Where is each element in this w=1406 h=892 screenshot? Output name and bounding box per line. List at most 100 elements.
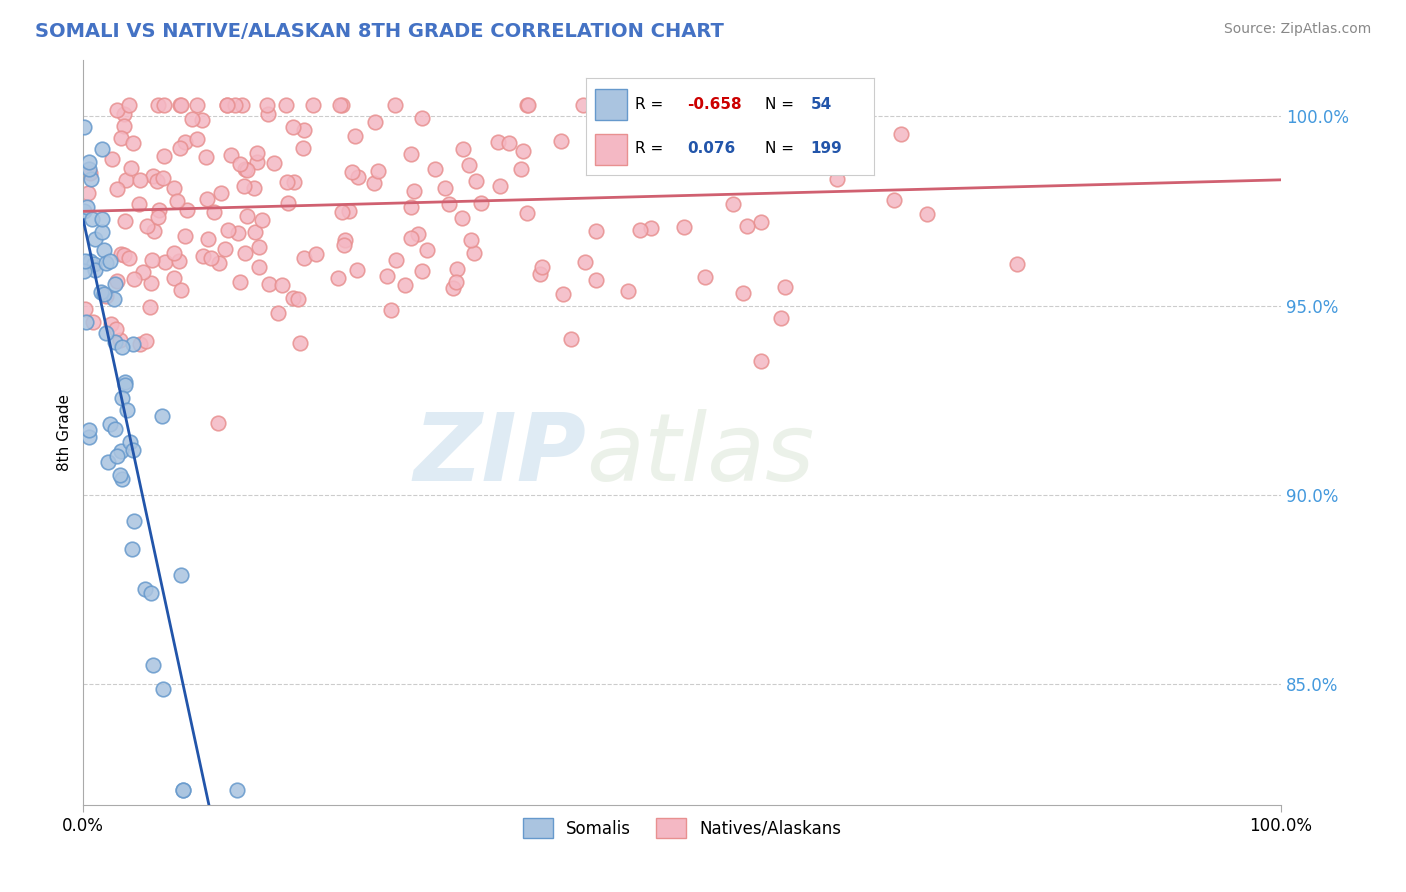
Point — [1005, 257, 1028, 271]
Point — [207, 416, 229, 430]
Point — [142, 658, 165, 673]
Point — [110, 131, 132, 145]
Point — [215, 98, 238, 112]
Point — [553, 287, 575, 301]
Point — [628, 223, 651, 237]
Point — [115, 173, 138, 187]
Point — [162, 180, 184, 194]
Point — [411, 264, 433, 278]
Point — [550, 135, 572, 149]
Point — [825, 171, 848, 186]
Point — [77, 423, 100, 437]
Point — [94, 256, 117, 270]
Point — [105, 181, 128, 195]
Point — [100, 153, 122, 167]
Point — [329, 98, 352, 112]
Point — [247, 260, 270, 274]
Point — [723, 98, 745, 112]
Text: Source: ZipAtlas.com: Source: ZipAtlas.com — [1223, 22, 1371, 37]
Point — [401, 200, 423, 214]
Text: atlas: atlas — [586, 409, 814, 500]
Point — [624, 98, 647, 112]
Point — [375, 268, 398, 283]
Point — [246, 155, 269, 169]
Point — [770, 311, 793, 326]
Point — [186, 98, 208, 112]
Point — [434, 181, 457, 195]
Point — [444, 276, 467, 290]
Point — [697, 98, 720, 112]
Point — [560, 332, 582, 346]
Point — [118, 98, 141, 112]
Point — [512, 145, 534, 159]
Point — [163, 271, 186, 285]
Point — [111, 472, 134, 486]
Point — [529, 267, 551, 281]
Point — [150, 409, 173, 424]
Point — [79, 166, 101, 180]
Point — [124, 515, 146, 529]
Point — [77, 161, 100, 176]
Point — [195, 192, 218, 206]
Point — [105, 274, 128, 288]
Point — [82, 211, 104, 226]
Point — [384, 98, 406, 112]
Point — [214, 243, 236, 257]
Point — [616, 149, 638, 163]
Point — [122, 136, 145, 150]
Point — [115, 403, 138, 417]
Point — [145, 174, 167, 188]
Legend: Somalis, Natives/Alaskans: Somalis, Natives/Alaskans — [516, 812, 848, 845]
Point — [104, 277, 127, 291]
Point — [516, 98, 538, 112]
Point — [217, 98, 239, 112]
Point — [73, 301, 96, 316]
Point — [225, 783, 247, 797]
Point — [118, 251, 141, 265]
Point — [112, 107, 135, 121]
Point — [110, 247, 132, 261]
Point — [128, 337, 150, 351]
Point — [385, 252, 408, 267]
Point — [363, 176, 385, 190]
Point — [80, 172, 103, 186]
Point — [138, 301, 160, 315]
Point — [257, 277, 280, 292]
Point — [110, 468, 132, 483]
Point — [231, 98, 253, 112]
Point — [122, 336, 145, 351]
Point — [446, 262, 468, 277]
Point — [100, 417, 122, 432]
Point — [626, 125, 648, 139]
Point — [367, 164, 389, 178]
Point — [143, 224, 166, 238]
Point — [79, 254, 101, 268]
Point — [257, 106, 280, 120]
Point — [170, 98, 193, 112]
Point — [76, 200, 98, 214]
Point — [224, 98, 246, 112]
Point — [202, 205, 225, 219]
Point — [883, 194, 905, 208]
Point — [346, 263, 368, 277]
Point — [83, 257, 105, 271]
Point — [90, 285, 112, 299]
Point — [292, 122, 315, 136]
Point — [274, 98, 297, 112]
Text: ZIP: ZIP — [413, 409, 586, 500]
Point — [172, 783, 194, 797]
Point — [96, 288, 118, 302]
Point — [112, 119, 135, 133]
Point — [243, 225, 266, 239]
Point — [120, 161, 142, 175]
Point — [617, 284, 640, 298]
Point — [73, 264, 96, 278]
Point — [363, 114, 385, 128]
Point — [342, 165, 364, 179]
Point — [191, 112, 214, 127]
Point — [288, 335, 311, 350]
Point — [294, 252, 316, 266]
Point — [73, 253, 96, 268]
Point — [332, 204, 354, 219]
Point — [588, 98, 610, 112]
